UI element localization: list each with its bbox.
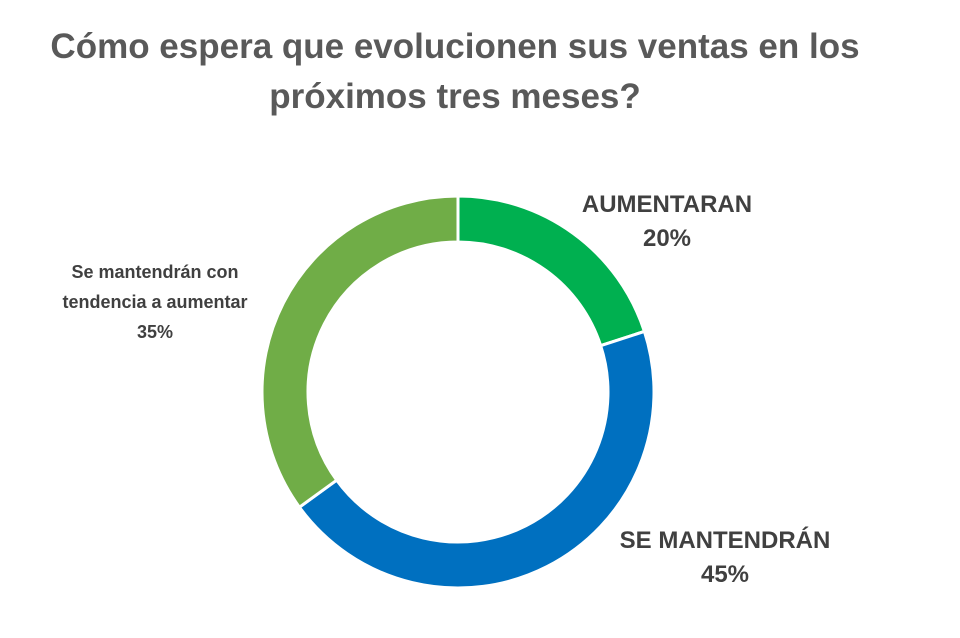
donut-slice-2 [260, 194, 460, 510]
slice-value-se-mantendran: 45% [700, 561, 750, 588]
slice-name-se-mantendran: SE MANTENDRÁN [619, 527, 831, 554]
donut-slice-1 [297, 329, 656, 590]
slice-name-aumentaran: AUMENTARAN [581, 191, 753, 218]
slice-label-aumentaran: AUMENTARAN 20% [567, 188, 767, 256]
chart-title: Cómo espera que evolucionen sus ventas e… [0, 22, 910, 122]
slice-label-se-mantendran: SE MANTENDRÁN 45% [600, 524, 850, 592]
donut-slices [260, 194, 656, 590]
chart-title-line-1: Cómo espera que evolucionen sus ventas e… [50, 27, 860, 66]
slice-name-tendencia-aumentar-line-2: tendencia a aumentar [62, 292, 248, 312]
slice-value-tendencia-aumentar: 35% [136, 322, 174, 342]
slice-value-aumentaran: 20% [642, 225, 692, 252]
slice-label-tendencia-aumentar: Se mantendrán con tendencia a aumentar 3… [20, 257, 290, 347]
chart-title-line-2: próximos tres meses? [269, 77, 641, 116]
slice-name-tendencia-aumentar-line-1: Se mantendrán con [71, 262, 239, 282]
